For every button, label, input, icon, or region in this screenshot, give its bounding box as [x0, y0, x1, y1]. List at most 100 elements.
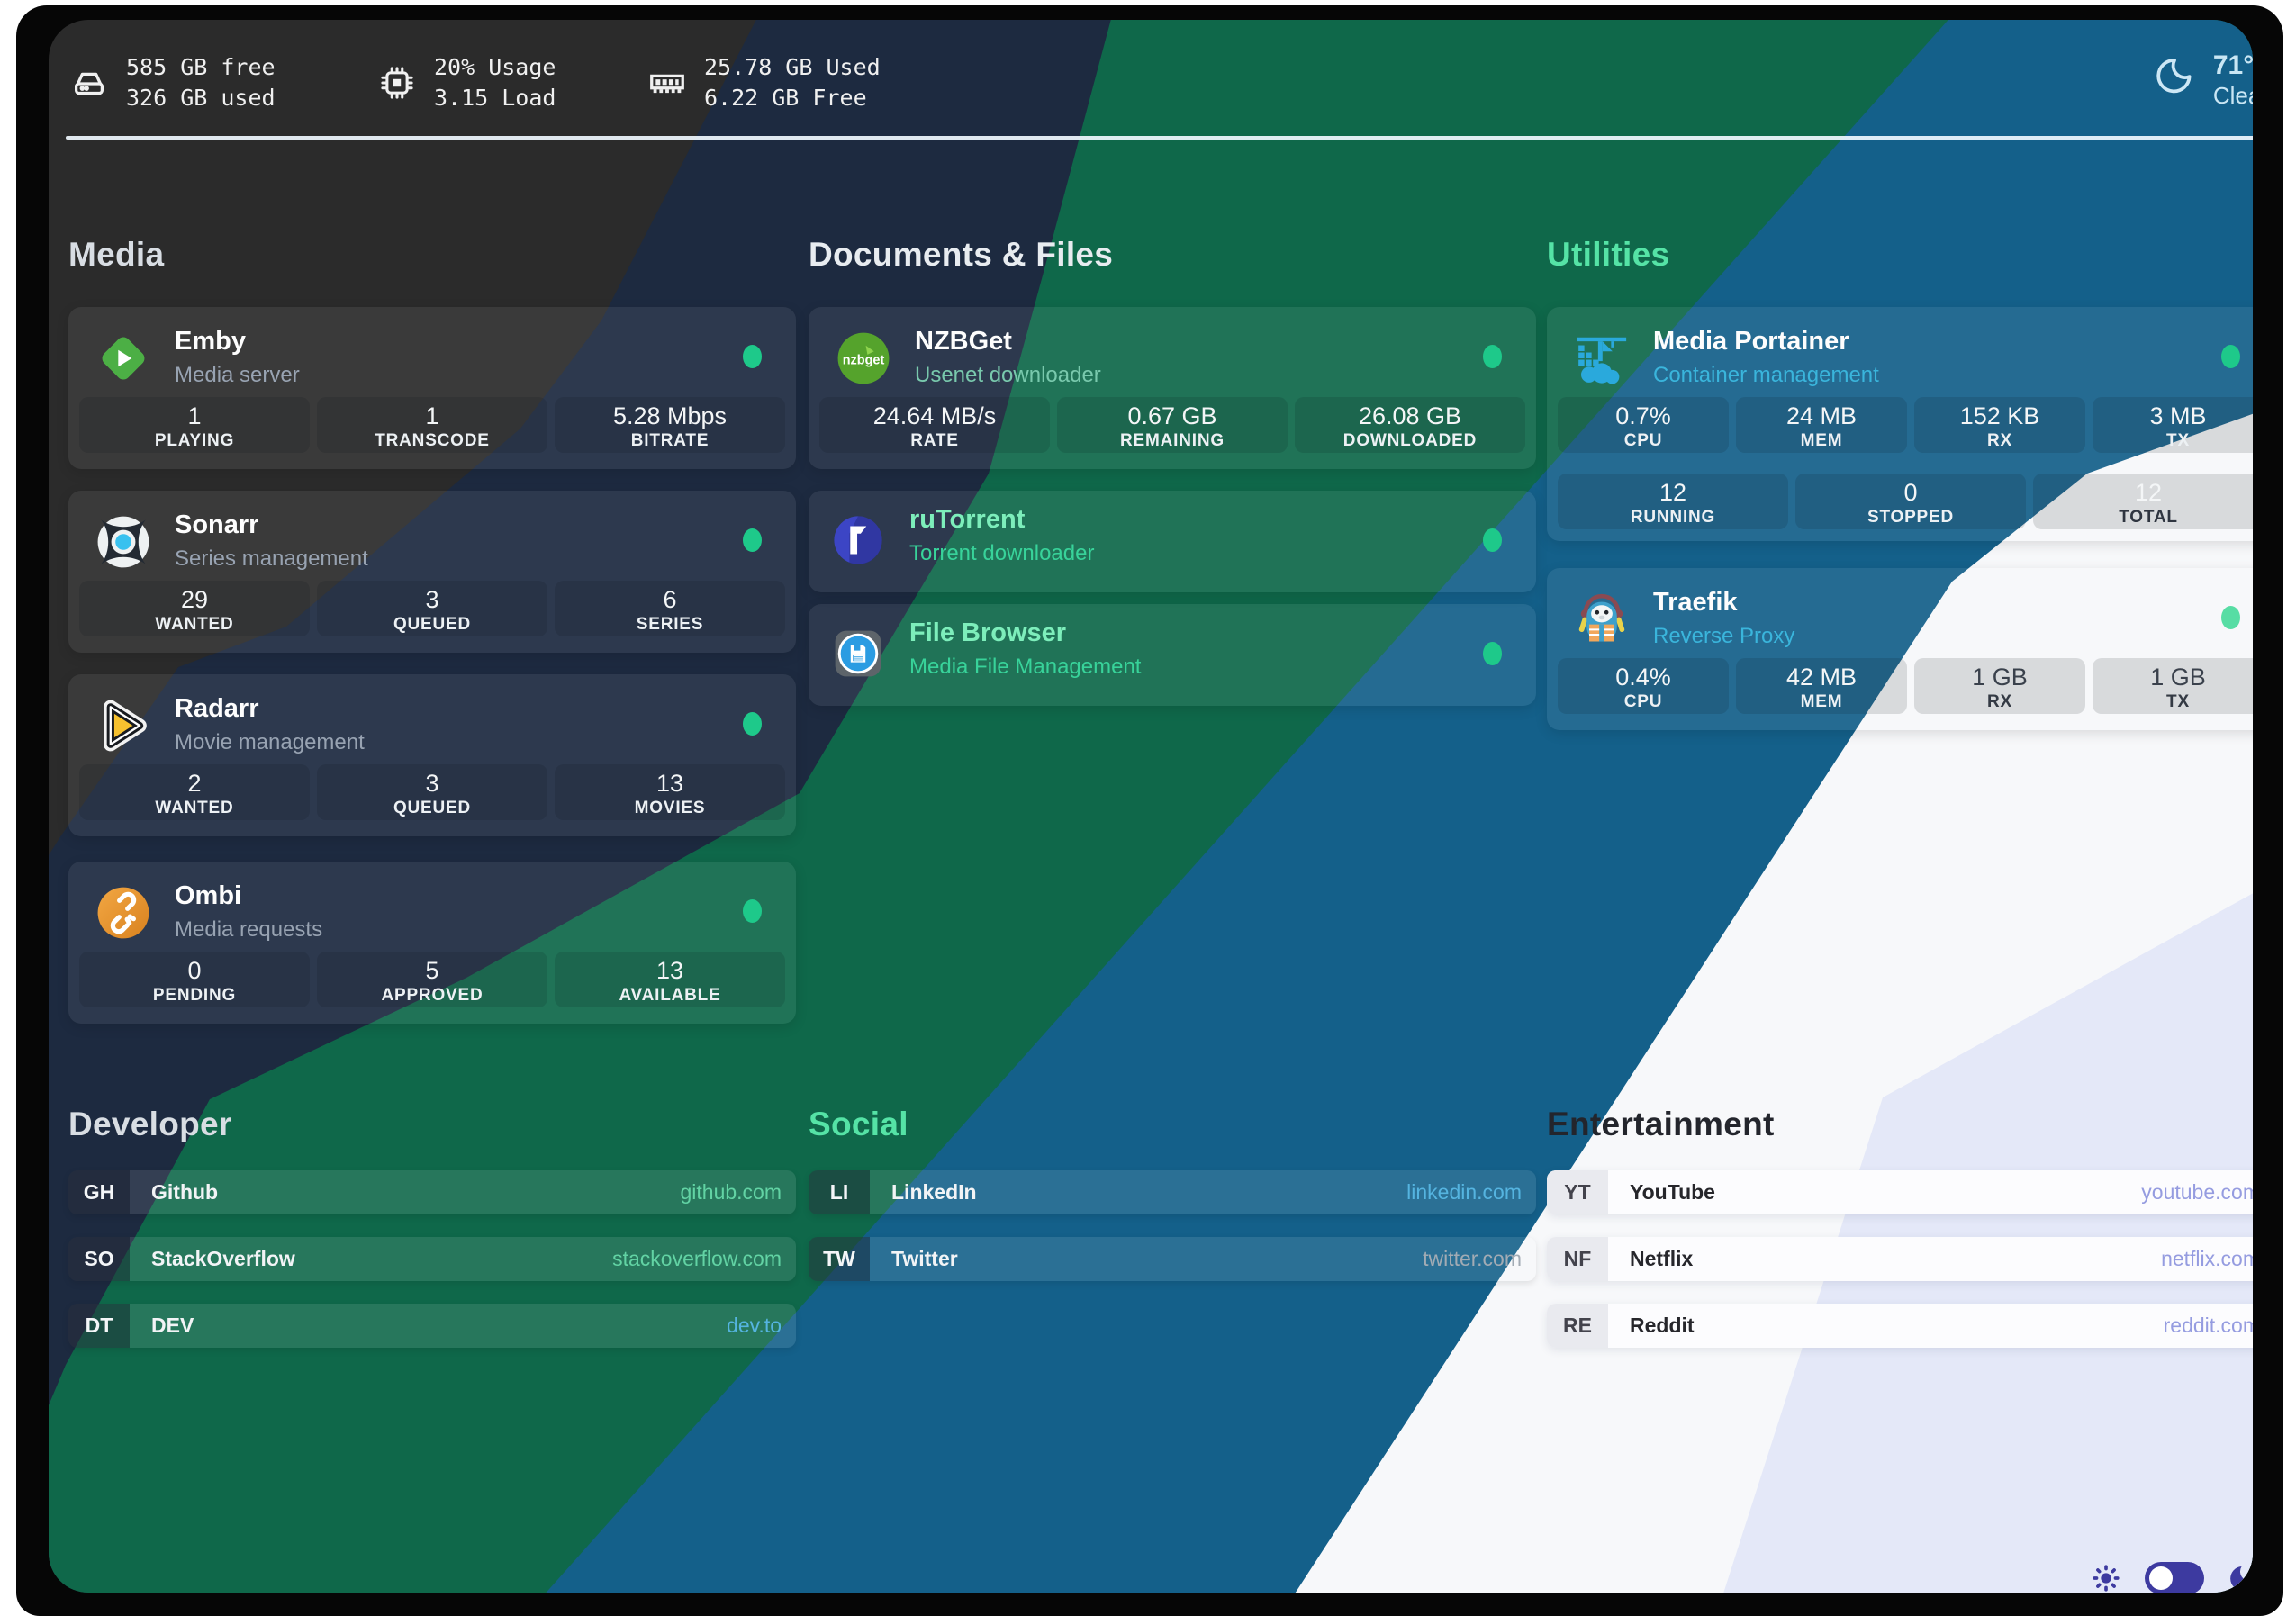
- app-card-ombi[interactable]: Ombi Media requests 0 PENDING 5 APPROVED 1…: [68, 862, 796, 1024]
- link-name: LinkedIn: [891, 1180, 977, 1204]
- app-stats-row1: 0.7% CPU 24 MB MEM 152 KB RX 3 MB TX: [1558, 397, 2253, 453]
- link-stackoverflow[interactable]: SO StackOverflow stackoverflow.com: [68, 1237, 796, 1281]
- link-name: YouTube: [1630, 1180, 1715, 1204]
- link-youtube[interactable]: YT YouTube youtube.com: [1547, 1170, 2253, 1214]
- app-subtitle: Torrent downloader: [909, 541, 1095, 565]
- app-subtitle: Media File Management: [909, 655, 1142, 679]
- header-divider: [66, 136, 2253, 140]
- app-card-filebrowser[interactable]: File Browser Media File Management: [809, 604, 1536, 706]
- svg-text:nzbget: nzbget: [843, 354, 885, 368]
- dashboard: 585 GB free 326 GB used 20% Usage 3.15 Loa…: [49, 20, 2253, 1593]
- link-url: reddit.com: [2163, 1314, 2253, 1337]
- app-name: Ombi: [175, 881, 242, 910]
- ram-icon: [650, 74, 684, 94]
- link-twitter[interactable]: TW Twitter twitter.com: [809, 1237, 1536, 1281]
- app-stats: 29 WANTED 3 QUEUED 6 SERIES: [79, 581, 785, 636]
- sonarr-icon: [97, 516, 149, 568]
- app-name: Media Portainer: [1653, 327, 1849, 356]
- status-dot: [2221, 345, 2240, 368]
- app-name: NZBGet: [915, 327, 1012, 356]
- disk-usage-widget: 585 GB free 326 GB used: [68, 52, 276, 113]
- theme-switcher: [2091, 1562, 2253, 1593]
- hard-disk-icon: [74, 72, 104, 95]
- link-tag: TW: [809, 1237, 870, 1281]
- app-subtitle: Media server: [175, 363, 300, 387]
- clear-night-moon-icon: [2156, 59, 2192, 94]
- app-subtitle: Media requests: [175, 917, 323, 942]
- link-tag: RE: [1547, 1304, 1608, 1348]
- light-mode-sun-icon[interactable]: [2091, 1563, 2121, 1593]
- app-name: File Browser: [909, 618, 1067, 647]
- ombi-icon: [97, 887, 149, 939]
- link-url: netflix.com: [2161, 1247, 2253, 1270]
- link-name: StackOverflow: [151, 1247, 295, 1270]
- section-title-media: Media: [68, 236, 165, 273]
- app-card-nzbget[interactable]: nzbget NZBGet Usenet downloader 24.64 MB…: [809, 307, 1536, 469]
- app-subtitle: Movie management: [175, 730, 365, 754]
- link-reddit[interactable]: RE Reddit reddit.com: [1547, 1304, 2253, 1348]
- app-subtitle: Usenet downloader: [915, 363, 1101, 387]
- link-dev[interactable]: DT DEV dev.to: [68, 1304, 796, 1348]
- app-name: ruTorrent: [909, 505, 1026, 534]
- link-github[interactable]: GH Github github.com: [68, 1170, 796, 1214]
- link-name: Twitter: [891, 1247, 958, 1270]
- link-url: github.com: [680, 1180, 782, 1204]
- link-url: linkedin.com: [1406, 1180, 1522, 1204]
- filebrowser-icon: [835, 630, 881, 677]
- link-url: youtube.com: [2141, 1180, 2253, 1204]
- link-linkedin[interactable]: LI LinkedIn linkedin.com: [809, 1170, 1536, 1214]
- link-name: Netflix: [1630, 1247, 1694, 1270]
- app-subtitle: Reverse Proxy: [1653, 624, 1795, 648]
- link-name: Reddit: [1630, 1314, 1695, 1337]
- emby-icon: [102, 337, 145, 380]
- app-subtitle: Container management: [1653, 363, 1879, 387]
- app-subtitle: Series management: [175, 546, 368, 571]
- status-dot: [1483, 528, 1502, 552]
- section-title-documents: Documents & Files: [809, 236, 1114, 273]
- traefik-icon: [1578, 593, 1625, 642]
- link-name: Github: [151, 1180, 219, 1204]
- weather-widget: 71° Clear: [2152, 50, 2253, 110]
- app-name: Sonarr: [175, 510, 259, 539]
- app-stats: 1 PLAYING 1 TRANSCODE 5.28 Mbps BITRATE: [79, 397, 785, 453]
- app-card-sonarr[interactable]: Sonarr Series management 29 WANTED 3 QUEUE…: [68, 491, 796, 653]
- section-title-developer: Developer: [68, 1106, 232, 1142]
- ram-usage-text: 25.78 GB Used 6.22 GB Free: [704, 54, 881, 111]
- app-name: Radarr: [175, 694, 259, 723]
- cpu-usage-widget: 20% Usage 3.15 Load: [376, 52, 556, 113]
- app-stats: 24.64 MB/s RATE 0.67 GB REMAINING 26.08 GB…: [819, 397, 1525, 453]
- link-url: twitter.com: [1423, 1247, 1522, 1270]
- dark-mode-moon-icon[interactable]: [2228, 1563, 2253, 1593]
- app-stats: 0.4% CPU 42 MB MEM 1 GB RX 1 GB TX: [1558, 658, 2253, 714]
- link-url: dev.to: [727, 1314, 782, 1337]
- nzbget-icon: nzbget: [837, 332, 890, 384]
- ram-usage-widget: 25.78 GB Used 6.22 GB Free: [646, 52, 881, 113]
- link-tag: SO: [68, 1237, 130, 1281]
- status-dot: [1483, 642, 1502, 665]
- radarr-icon: [104, 700, 147, 752]
- app-card-portainer[interactable]: Media Portainer Container management 0.7…: [1547, 307, 2253, 541]
- theme-toggle[interactable]: [2145, 1562, 2204, 1593]
- status-dot: [743, 528, 762, 552]
- app-card-radarr[interactable]: Radarr Movie management 2 WANTED 3 QUEUED …: [68, 674, 796, 836]
- link-netflix[interactable]: NF Netflix netflix.com: [1547, 1237, 2253, 1281]
- link-url: stackoverflow.com: [612, 1247, 782, 1270]
- link-tag: NF: [1547, 1237, 1608, 1281]
- temperature: 71°: [2212, 50, 2253, 80]
- app-name: Emby: [175, 327, 246, 356]
- link-tag: DT: [68, 1304, 130, 1348]
- cpu-usage-text: 20% Usage 3.15 Load: [434, 54, 556, 111]
- app-stats: 0 PENDING 5 APPROVED 13 AVAILABLE: [79, 952, 785, 1007]
- app-card-emby[interactable]: Emby Media server 1 PLAYING 1 TRANSCODE 5.…: [68, 307, 796, 469]
- link-tag: LI: [809, 1170, 870, 1214]
- link-tag: GH: [68, 1170, 130, 1214]
- app-card-rutorrent[interactable]: ruTorrent Torrent downloader: [809, 491, 1536, 592]
- weather-condition: Clear: [2212, 82, 2253, 109]
- status-dot: [743, 899, 762, 923]
- section-title-utilities: Utilities: [1547, 236, 1670, 273]
- app-card-traefik[interactable]: Traefik Reverse Proxy 0.4% CPU 42 MB MEM 1…: [1547, 568, 2253, 730]
- section-title-entertainment: Entertainment: [1547, 1106, 1775, 1142]
- disk-usage-text: 585 GB free 326 GB used: [126, 54, 276, 111]
- status-dot: [743, 712, 762, 736]
- cpu-icon: [381, 67, 413, 99]
